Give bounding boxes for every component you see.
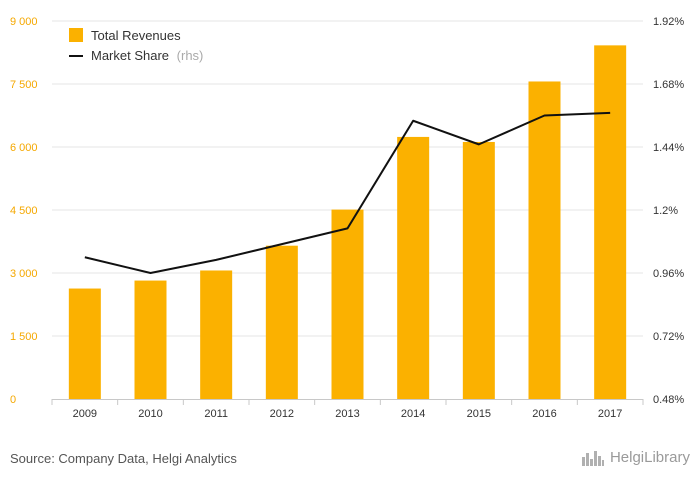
y-left-tick-label: 0 — [10, 394, 16, 406]
revenue-bar — [528, 81, 561, 399]
y-right-tick-label: 1.2% — [653, 205, 678, 217]
x-tick-label: 2009 — [73, 408, 97, 420]
x-tick-label: 2010 — [138, 408, 162, 420]
revenue-bar — [200, 270, 233, 399]
revenue-bars — [68, 45, 627, 400]
x-tick-label: 2011 — [204, 408, 228, 420]
legend-label-revenues: Total Revenues — [91, 28, 181, 43]
revenue-bar — [134, 280, 167, 399]
legend: Total Revenues Market Share (rhs) — [69, 28, 203, 63]
y-right-tick-label: 0.72% — [653, 331, 684, 343]
city-skyline-icon — [581, 450, 604, 466]
market-share-line-group — [84, 111, 611, 274]
combo-chart: 0 0.48% 1 500 0.72% 3 000 0.96% 4 500 1.2% 6 000… — [10, 16, 684, 420]
y-left-tick-label: 7 500 — [10, 79, 38, 91]
revenue-bar — [462, 141, 495, 399]
y-left-tick-label: 3 000 — [10, 268, 38, 280]
y-left-tick-label: 1 500 — [10, 331, 38, 343]
x-tick-label: 2016 — [532, 408, 556, 420]
revenue-bar — [265, 245, 298, 399]
y-right-tick-label: 1.44% — [653, 142, 684, 154]
y-right-tick-label: 1.68% — [653, 79, 684, 91]
legend-label-market-share: Market Share (rhs) — [91, 48, 203, 63]
y-left-tick-label: 9 000 — [10, 16, 38, 28]
source-note: Source: Company Data, Helgi Analytics — [10, 451, 237, 466]
brand-name: HelgiLibrary — [609, 449, 690, 466]
axes: 0 0.48% 1 500 0.72% 3 000 0.96% 4 500 1.2% 6 000… — [10, 16, 684, 420]
revenue-bar — [397, 136, 430, 400]
legend-market-share-suffix: (rhs) — [177, 48, 204, 63]
y-right-tick-label: 0.96% — [653, 268, 684, 280]
x-tick-label: 2014 — [401, 408, 425, 420]
x-tick-label: 2012 — [270, 408, 294, 420]
y-right-tick-label: 0.48% — [653, 394, 684, 406]
brand-logo: HelgiLibrary — [581, 449, 690, 466]
x-tick-label: 2017 — [598, 408, 622, 420]
revenue-bar — [68, 288, 101, 399]
legend-market-share-text: Market Share — [91, 48, 169, 63]
x-tick-label: 2015 — [467, 408, 491, 420]
legend-swatch-revenues — [69, 28, 83, 42]
y-right-tick-label: 1.92% — [653, 16, 684, 28]
revenue-bar — [594, 45, 627, 400]
market-share-line — [84, 111, 611, 274]
y-left-tick-label: 6 000 — [10, 142, 38, 154]
x-tick-label: 2013 — [335, 408, 359, 420]
revenue-bar — [331, 209, 364, 399]
y-left-tick-label: 4 500 — [10, 205, 38, 217]
